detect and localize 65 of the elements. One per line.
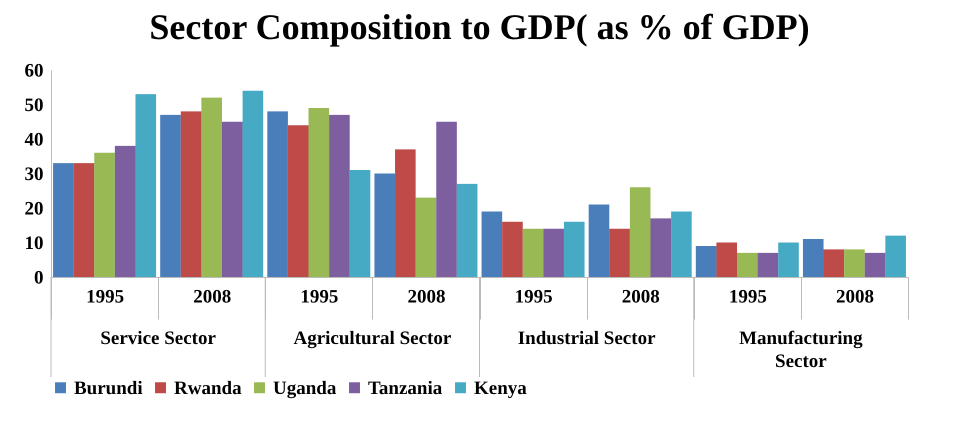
bar [288,125,309,277]
bar [778,242,799,277]
bar [160,114,181,277]
y-tick-label: 50 [24,95,44,116]
text: Industrial Sector [518,328,656,349]
bar [308,108,330,277]
x-tick-label: 2008 [622,286,660,308]
bar [885,236,906,277]
bar [716,242,738,277]
x-tick-label: 1995 [728,286,767,308]
bar [564,222,585,277]
y-tick-label: 60 [24,60,44,82]
bar [242,90,264,277]
y-tick-label: 30 [24,164,44,185]
x-tick-label: 2008 [836,286,874,308]
bar [395,149,416,277]
bar [609,228,630,277]
chart-title: Sector Composition to GDP( as % of GDP) [149,7,810,47]
bar [522,228,544,277]
bar [267,111,288,277]
bar [416,198,436,277]
legend-label: Burundi [74,378,143,399]
bar [222,122,243,277]
legend-label: Uganda [273,378,337,399]
bar [737,252,758,277]
bar [543,228,564,277]
bar [74,163,94,277]
bar [671,211,692,277]
legend-label: Tanzania [368,378,443,399]
y-tick-label: 10 [24,233,44,254]
y-tick-label: 40 [24,130,44,150]
legend-label: Kenya [474,378,528,399]
bar [802,239,824,277]
bar [844,249,865,277]
text: Service Sector [100,328,216,349]
bar [329,114,350,277]
x-tick-label: 1995 [86,286,124,308]
bar [180,111,202,277]
bar [758,252,778,277]
bar [350,170,370,277]
bar [824,249,844,277]
bar [650,218,672,277]
bar [114,146,136,277]
x-tick-label: 1995 [300,286,338,308]
bar [864,252,886,277]
bar [630,187,650,277]
bar [135,94,156,277]
y-tick-label: 0 [34,268,44,288]
bar [94,152,115,277]
bar [436,122,457,277]
x-tick-label: 2008 [407,286,446,308]
bar [482,211,502,277]
x-tick-label: 1995 [514,286,553,308]
text: Agricultural Sector [293,328,452,349]
bar [502,222,523,277]
bar [53,163,74,277]
text: Manufacturing Sector [739,328,864,372]
bar [588,204,610,277]
bar [456,184,478,277]
legend-label: Rwanda [174,378,242,399]
bar [696,246,716,277]
x-tick-label: 2008 [193,286,232,308]
bar [201,98,222,277]
y-tick-label: 20 [24,198,44,220]
bar [374,174,396,277]
